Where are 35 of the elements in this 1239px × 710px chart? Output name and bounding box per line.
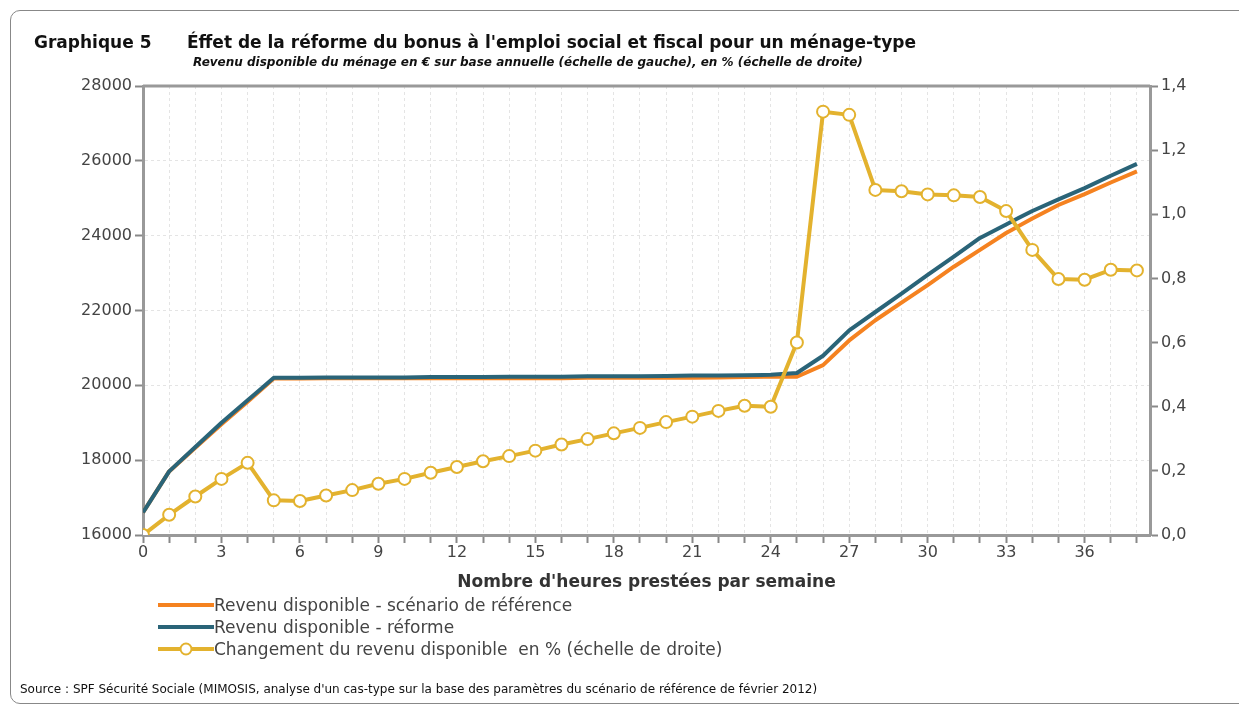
y-tick-label: 28000 (81, 75, 132, 95)
x-axis-title: Nombre d'heures prestées par semaine (457, 571, 836, 592)
x-tick-label: 30 (917, 541, 938, 561)
y2-tick-label: 0,2 (1161, 460, 1187, 480)
x-tick-label: 36 (1074, 541, 1095, 561)
x-tick-label: 18 (603, 541, 624, 561)
x-tick-label: 3 (216, 541, 227, 561)
legend-label: Revenu disponible - réforme (214, 617, 455, 637)
x-tick-label: 0 (137, 541, 149, 561)
source-note: Source : SPF Sécurité Sociale (MIMOSIS, analyse d'un cas-type sur la base des paramètres du scénario de référence de février 2012) (20, 682, 818, 696)
y-tick-label: 18000 (81, 449, 132, 469)
x-tick-label: 15 (525, 541, 546, 561)
x-tick-label: 24 (760, 541, 781, 561)
chart-title: Graphique 5 Éffet de la réforme du bonus à l'emploi social et fiscal pour un ménage-type (34, 32, 917, 52)
legend-label: Changement du revenu disponible en % (échelle de droite) (214, 639, 723, 659)
y-tick-label: 16000 (81, 524, 132, 544)
y2-tick-label: 0,4 (1161, 395, 1187, 415)
y2-tick-label: 0,0 (1161, 524, 1187, 544)
chart-subtitle: Revenu disponible du ménage en € sur base annuelle (échelle de gauche), en % (échelle de droite) (193, 55, 863, 69)
y2-tick-label: 1,2 (1161, 139, 1187, 159)
y2-tick-label: 0,6 (1161, 331, 1187, 351)
x-tick-label: 6 (294, 541, 306, 561)
y-tick-label: 24000 (81, 224, 132, 244)
y2-tick-label: 1,0 (1161, 203, 1187, 223)
y-tick-label: 22000 (81, 299, 132, 319)
x-tick-label: 12 (446, 541, 468, 561)
y-tick-label: 20000 (81, 374, 132, 394)
x-tick-label: 9 (373, 541, 384, 561)
y2-tick-label: 1,4 (1161, 75, 1187, 95)
x-tick-label: 21 (682, 541, 703, 561)
legend-label: Revenu disponible - scénario de référence (214, 595, 573, 615)
y2-tick-label: 0,8 (1161, 267, 1187, 287)
x-tick-label: 27 (839, 541, 860, 561)
y-tick-label: 26000 (81, 149, 132, 169)
x-tick-label: 33 (995, 541, 1017, 561)
